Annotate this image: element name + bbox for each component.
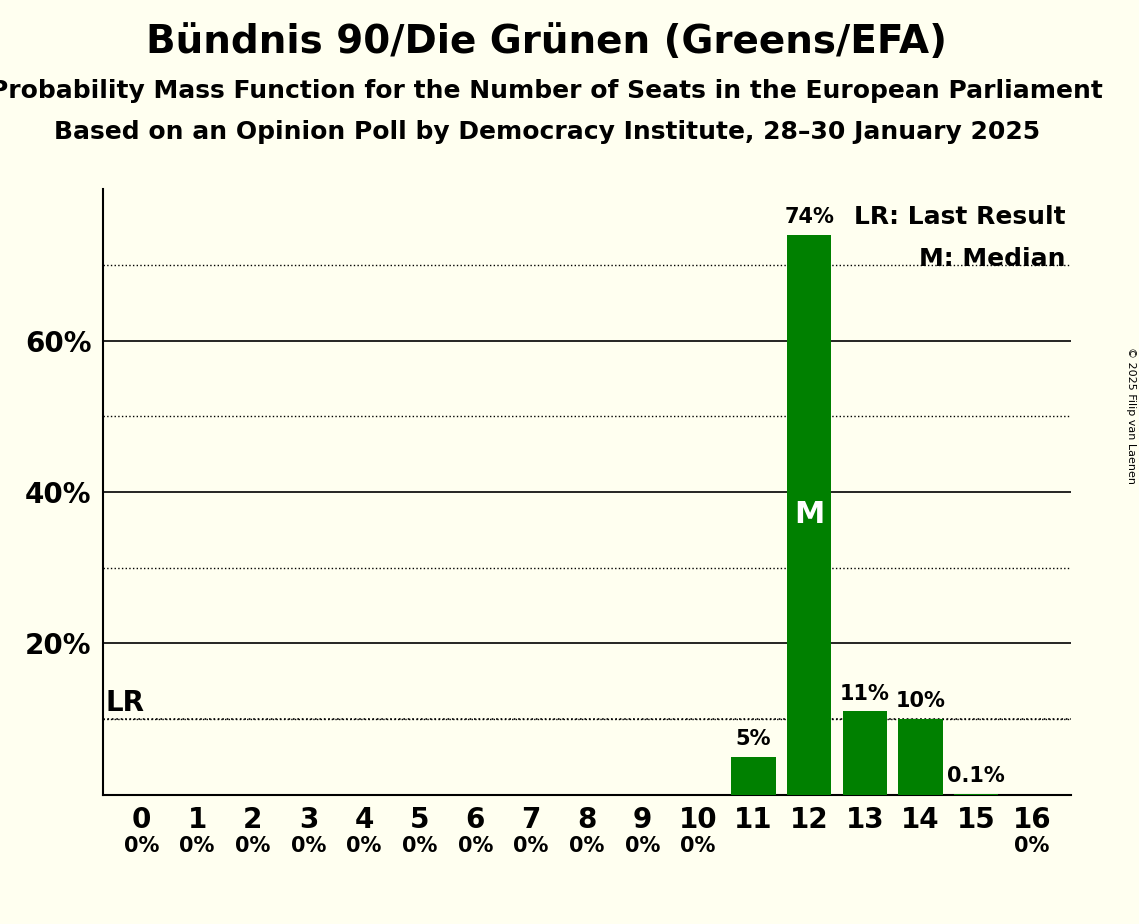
Text: LR: LR [105,688,145,717]
Bar [787,235,831,795]
Text: 0%: 0% [568,836,605,857]
Text: 0%: 0% [458,836,493,857]
Text: M: Median: M: Median [919,247,1066,271]
Text: Probability Mass Function for the Number of Seats in the European Parliament: Probability Mass Function for the Number… [0,79,1104,103]
Text: Bündnis 90/Die Grünen (Greens/EFA): Bündnis 90/Die Grünen (Greens/EFA) [146,23,948,61]
Bar [899,719,943,795]
Text: M: M [794,500,825,529]
Text: LR: Last Result: LR: Last Result [854,204,1066,228]
Text: 5%: 5% [736,729,771,749]
Text: 0%: 0% [680,836,715,857]
Text: 74%: 74% [785,207,834,227]
Text: Based on an Opinion Poll by Democracy Institute, 28–30 January 2025: Based on an Opinion Poll by Democracy In… [54,120,1040,144]
Text: 10%: 10% [895,691,945,711]
Text: 0%: 0% [402,836,437,857]
Text: 0%: 0% [180,836,215,857]
Bar [731,757,776,795]
Text: © 2025 Filip van Laenen: © 2025 Filip van Laenen [1125,347,1136,484]
Text: 0%: 0% [624,836,659,857]
Text: 11%: 11% [839,684,890,704]
Text: 0.1%: 0.1% [948,766,1005,786]
Text: 0%: 0% [235,836,270,857]
Text: 0%: 0% [1014,836,1049,857]
Text: 0%: 0% [514,836,549,857]
Text: 0%: 0% [124,836,159,857]
Bar [843,711,887,795]
Text: 0%: 0% [346,836,382,857]
Text: 0%: 0% [290,836,326,857]
